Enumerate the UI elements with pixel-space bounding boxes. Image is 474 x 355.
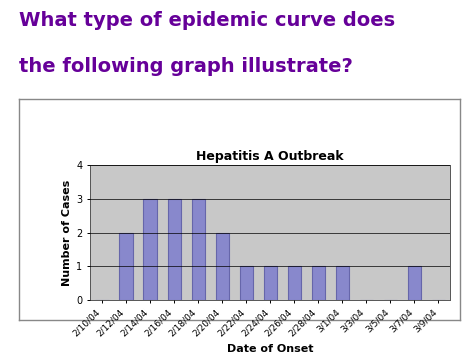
Y-axis label: Number of Cases: Number of Cases xyxy=(62,179,72,286)
Bar xyxy=(288,266,301,300)
Bar xyxy=(167,199,181,300)
Text: the following graph illustrate?: the following graph illustrate? xyxy=(19,57,353,76)
Bar xyxy=(336,266,349,300)
Bar xyxy=(239,266,253,300)
Bar xyxy=(408,266,421,300)
Text: What type of epidemic curve does: What type of epidemic curve does xyxy=(19,11,395,30)
Bar xyxy=(311,266,325,300)
Bar xyxy=(191,199,205,300)
X-axis label: Date of Onset: Date of Onset xyxy=(227,344,313,354)
Title: Hepatitis A Outbreak: Hepatitis A Outbreak xyxy=(196,149,344,163)
Bar xyxy=(216,233,229,300)
Bar xyxy=(119,233,133,300)
Bar xyxy=(144,199,157,300)
Bar xyxy=(264,266,277,300)
